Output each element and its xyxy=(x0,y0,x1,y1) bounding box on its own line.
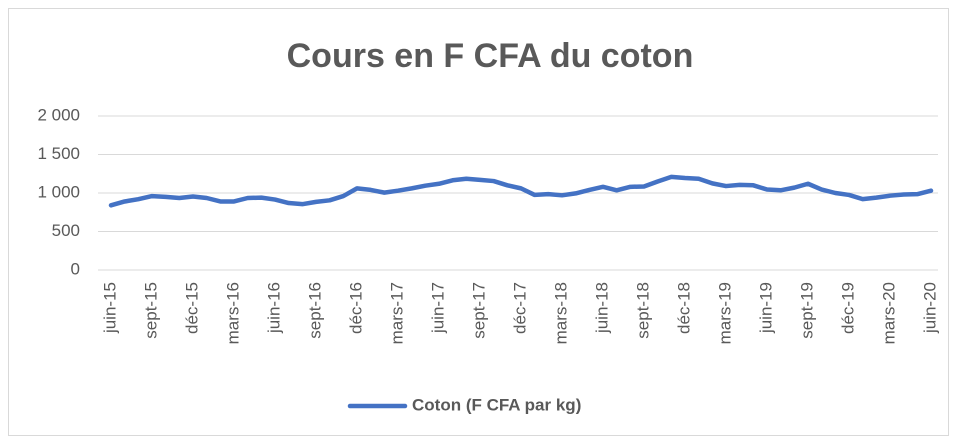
x-tick-label: mars-16 xyxy=(223,282,242,344)
x-tick-label: sept-15 xyxy=(141,282,160,339)
x-tick-label: mars-20 xyxy=(879,282,898,344)
x-tick-label: mars-18 xyxy=(551,282,570,344)
chart-frame xyxy=(8,8,949,436)
x-tick-label: sept-16 xyxy=(305,282,324,339)
x-tick-label: mars-19 xyxy=(715,282,734,344)
x-tick-label: juin-15 xyxy=(100,282,119,334)
x-tick-label: mars-17 xyxy=(387,282,406,344)
x-tick-label: sept-19 xyxy=(797,282,816,339)
x-tick-label: déc-18 xyxy=(674,282,693,334)
chart-title: Cours en F CFA du coton xyxy=(287,37,694,75)
x-tick-label: sept-18 xyxy=(633,282,652,339)
x-tick-label: juin-16 xyxy=(264,282,283,334)
y-tick-label: 0 xyxy=(71,259,80,278)
x-tick-label: juin-19 xyxy=(756,282,775,334)
y-tick-label: 500 xyxy=(52,221,80,240)
data-line xyxy=(108,174,934,208)
x-tick-label: déc-17 xyxy=(510,282,529,334)
x-tick-label: juin-18 xyxy=(592,282,611,334)
x-tick-label: juin-20 xyxy=(920,282,939,334)
x-tick-label: juin-17 xyxy=(428,282,447,334)
x-tick-label: déc-19 xyxy=(838,282,857,334)
y-tick-label: 2 000 xyxy=(37,105,80,124)
legend-label: Coton (F CFA par kg) xyxy=(412,395,581,414)
y-tick-label: 1 000 xyxy=(37,182,80,201)
x-tick-label: déc-16 xyxy=(346,282,365,334)
x-tick-label: sept-17 xyxy=(469,282,488,339)
y-tick-label: 1 500 xyxy=(37,144,80,163)
x-tick-label: déc-15 xyxy=(182,282,201,334)
